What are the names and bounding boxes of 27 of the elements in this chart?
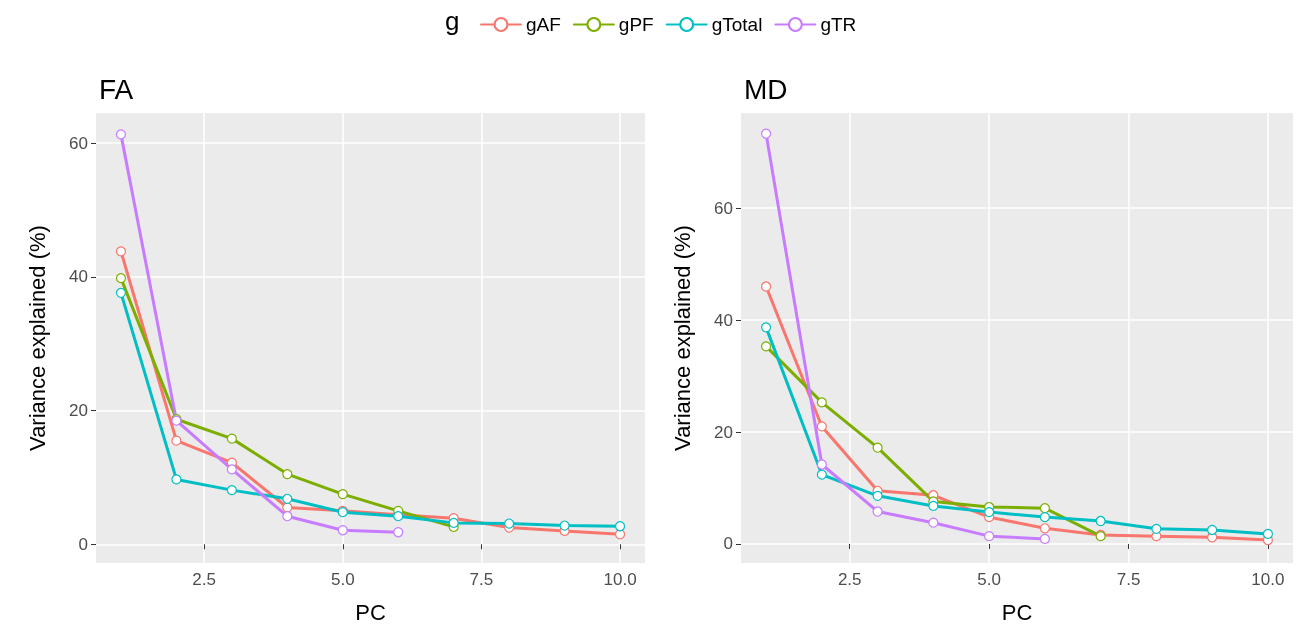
y-tick-label: 40 — [69, 267, 88, 287]
y-axis-title: Variance explained (%) — [669, 225, 695, 451]
y-tick-label: 0 — [723, 534, 733, 554]
x-tick-label: 10.0 — [603, 570, 637, 589]
x-tick-label: 5.0 — [977, 570, 1001, 589]
x-axis-title: PC — [355, 599, 386, 625]
x-tick-label: 10.0 — [1251, 570, 1285, 589]
y-axis-title: Variance explained (%) — [24, 225, 50, 451]
y-tick-label: 60 — [69, 133, 88, 153]
x-tick-label: 2.5 — [837, 570, 862, 589]
legend-label: gAF — [526, 14, 561, 35]
x-axis-title: PC — [1001, 599, 1033, 625]
x-tick-label: 7.5 — [469, 570, 494, 589]
chart-title: MD — [744, 73, 788, 105]
y-tick-label: 40 — [714, 310, 733, 330]
legend-label: gPF — [618, 14, 654, 35]
y-tick-label: 0 — [78, 534, 88, 554]
y-tick-label: 60 — [714, 198, 733, 218]
chart-title: FA — [99, 73, 134, 105]
x-tick-label: 5.0 — [330, 570, 355, 589]
x-tick-label: 7.5 — [1116, 570, 1141, 589]
y-tick-label: 20 — [69, 401, 88, 421]
legend-label: gTotal — [711, 14, 763, 35]
legend-label: gTR — [820, 14, 857, 35]
legend-title: g — [445, 6, 460, 36]
x-tick-label: 2.5 — [192, 570, 216, 589]
y-tick-label: 20 — [714, 422, 733, 442]
